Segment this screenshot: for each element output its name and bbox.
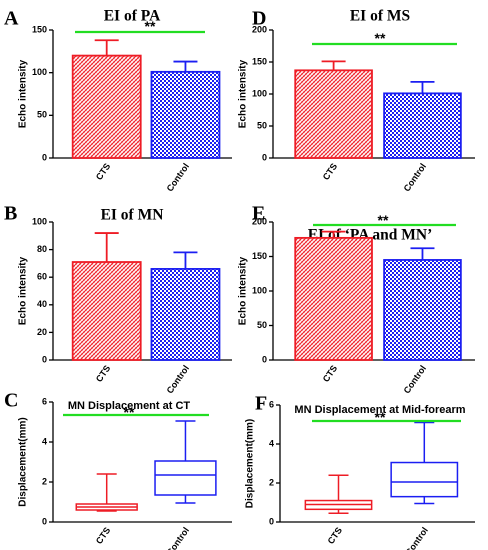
x-tick-label-cts-a: CTS [94, 161, 113, 181]
y-tick-label-e: 50 [257, 320, 267, 330]
significance-stars-e: ** [378, 212, 389, 228]
panel-a: A EI of PA 0 50 100 150 Echo intensity CTS Contr… [4, 8, 232, 193]
significance-stars-d: ** [375, 30, 386, 46]
significance-stars-c: ** [124, 404, 135, 420]
y-tick-label-b: 100 [32, 216, 47, 226]
panel-letter-e: E [252, 203, 265, 225]
x-tick-label-control-c: Control [165, 525, 192, 550]
y-tick-label-e: 200 [252, 216, 267, 226]
y-tick-label-b: 0 [42, 354, 47, 364]
y-tick-label-b: 20 [37, 327, 47, 337]
panel-letter-f: F [255, 393, 267, 415]
y-tick-label-d: 50 [257, 120, 267, 130]
chart-title-c: MN Displacement at CT [68, 400, 191, 412]
bar-control-a [150, 70, 221, 159]
x-tick-label-cts-e: CTS [321, 363, 340, 383]
panel-f: F MN Displacement at Mid-forearm 0 2 4 6 Displ… [245, 393, 475, 550]
y-tick-label-f: 2 [269, 477, 274, 487]
y-tick-label-b: 80 [37, 244, 47, 254]
x-tick-label-control-e: Control [402, 363, 429, 395]
y-tick-label-e: 150 [252, 251, 267, 261]
chart-title-d: EI of MS [350, 8, 410, 25]
y-tick-label-f: 6 [269, 399, 274, 409]
y-tick-label-d: 0 [262, 152, 267, 162]
y-tick-label-d: 100 [252, 88, 267, 98]
y-tick-label-c: 0 [42, 516, 47, 526]
y-tick-label-d: 150 [252, 56, 267, 66]
y-tick-label-e: 100 [252, 285, 267, 295]
significance-stars-a: ** [145, 18, 156, 34]
y-tick-label-a: 50 [37, 110, 47, 120]
box-control-f [390, 461, 459, 498]
y-axis-label-d: Echo intensity [238, 59, 249, 128]
significance-stars-f: ** [375, 409, 386, 425]
panel-d: D EI of MS 0 50 100 150 200 Echo intensity CTS Co… [238, 8, 475, 193]
y-axis-label-b: Echo intensity [18, 256, 29, 325]
y-tick-label-a: 150 [32, 24, 47, 34]
x-tick-label-control-d: Control [402, 161, 429, 193]
bar-control-d [383, 92, 462, 159]
bar-cts-d [294, 69, 373, 159]
y-tick-label-e: 0 [262, 354, 267, 364]
x-tick-label-cts-d: CTS [321, 161, 340, 181]
y-tick-label-c: 4 [42, 436, 47, 446]
x-tick-label-control-a: Control [165, 161, 192, 193]
x-tick-label-cts-b: CTS [94, 363, 113, 383]
y-tick-label-f: 4 [269, 438, 274, 448]
x-tick-label-control-b: Control [165, 363, 192, 395]
y-tick-label-a: 0 [42, 152, 47, 162]
panel-letter-a: A [4, 8, 19, 30]
panel-c: C MN Displacement at CT 0 2 4 6 Displacement(m… [4, 390, 232, 550]
y-tick-label-f: 0 [269, 516, 274, 526]
panel-letter-c: C [4, 390, 18, 412]
y-tick-label-a: 100 [32, 67, 47, 77]
bar-cts-e [294, 236, 373, 361]
box-control-c [154, 460, 217, 496]
panel-letter-d: D [252, 8, 266, 30]
y-axis-label-f: Displacement(mm) [245, 419, 256, 508]
chart-title-b: EI of MN [101, 207, 164, 224]
y-tick-label-b: 40 [37, 299, 47, 309]
panel-letter-b: B [4, 203, 17, 225]
chart-title-a: EI of PA [104, 8, 161, 25]
bar-control-b [150, 268, 221, 361]
panel-b: B EI of MN 0 20 40 60 80 100 Echo intensity CTS Co… [4, 203, 232, 395]
y-axis-label-a: Echo intensity [18, 59, 29, 128]
x-tick-label-cts-c: CTS [94, 525, 113, 545]
y-tick-label-d: 200 [252, 24, 267, 34]
x-tick-label-cts-f: CTS [326, 525, 345, 545]
chart-title-f: MN Displacement at Mid-forearm [294, 404, 465, 416]
y-axis-label-e: Echo intensity [238, 256, 249, 325]
y-tick-label-c: 2 [42, 476, 47, 486]
x-tick-label-control-f: Control [403, 525, 430, 550]
bar-control-e [383, 259, 462, 361]
y-tick-label-b: 60 [37, 272, 47, 282]
bar-cts-b [71, 261, 142, 361]
y-tick-label-c: 6 [42, 396, 47, 406]
bar-cts-a [71, 54, 142, 159]
y-axis-label-c: Displacement(mm) [18, 417, 29, 506]
